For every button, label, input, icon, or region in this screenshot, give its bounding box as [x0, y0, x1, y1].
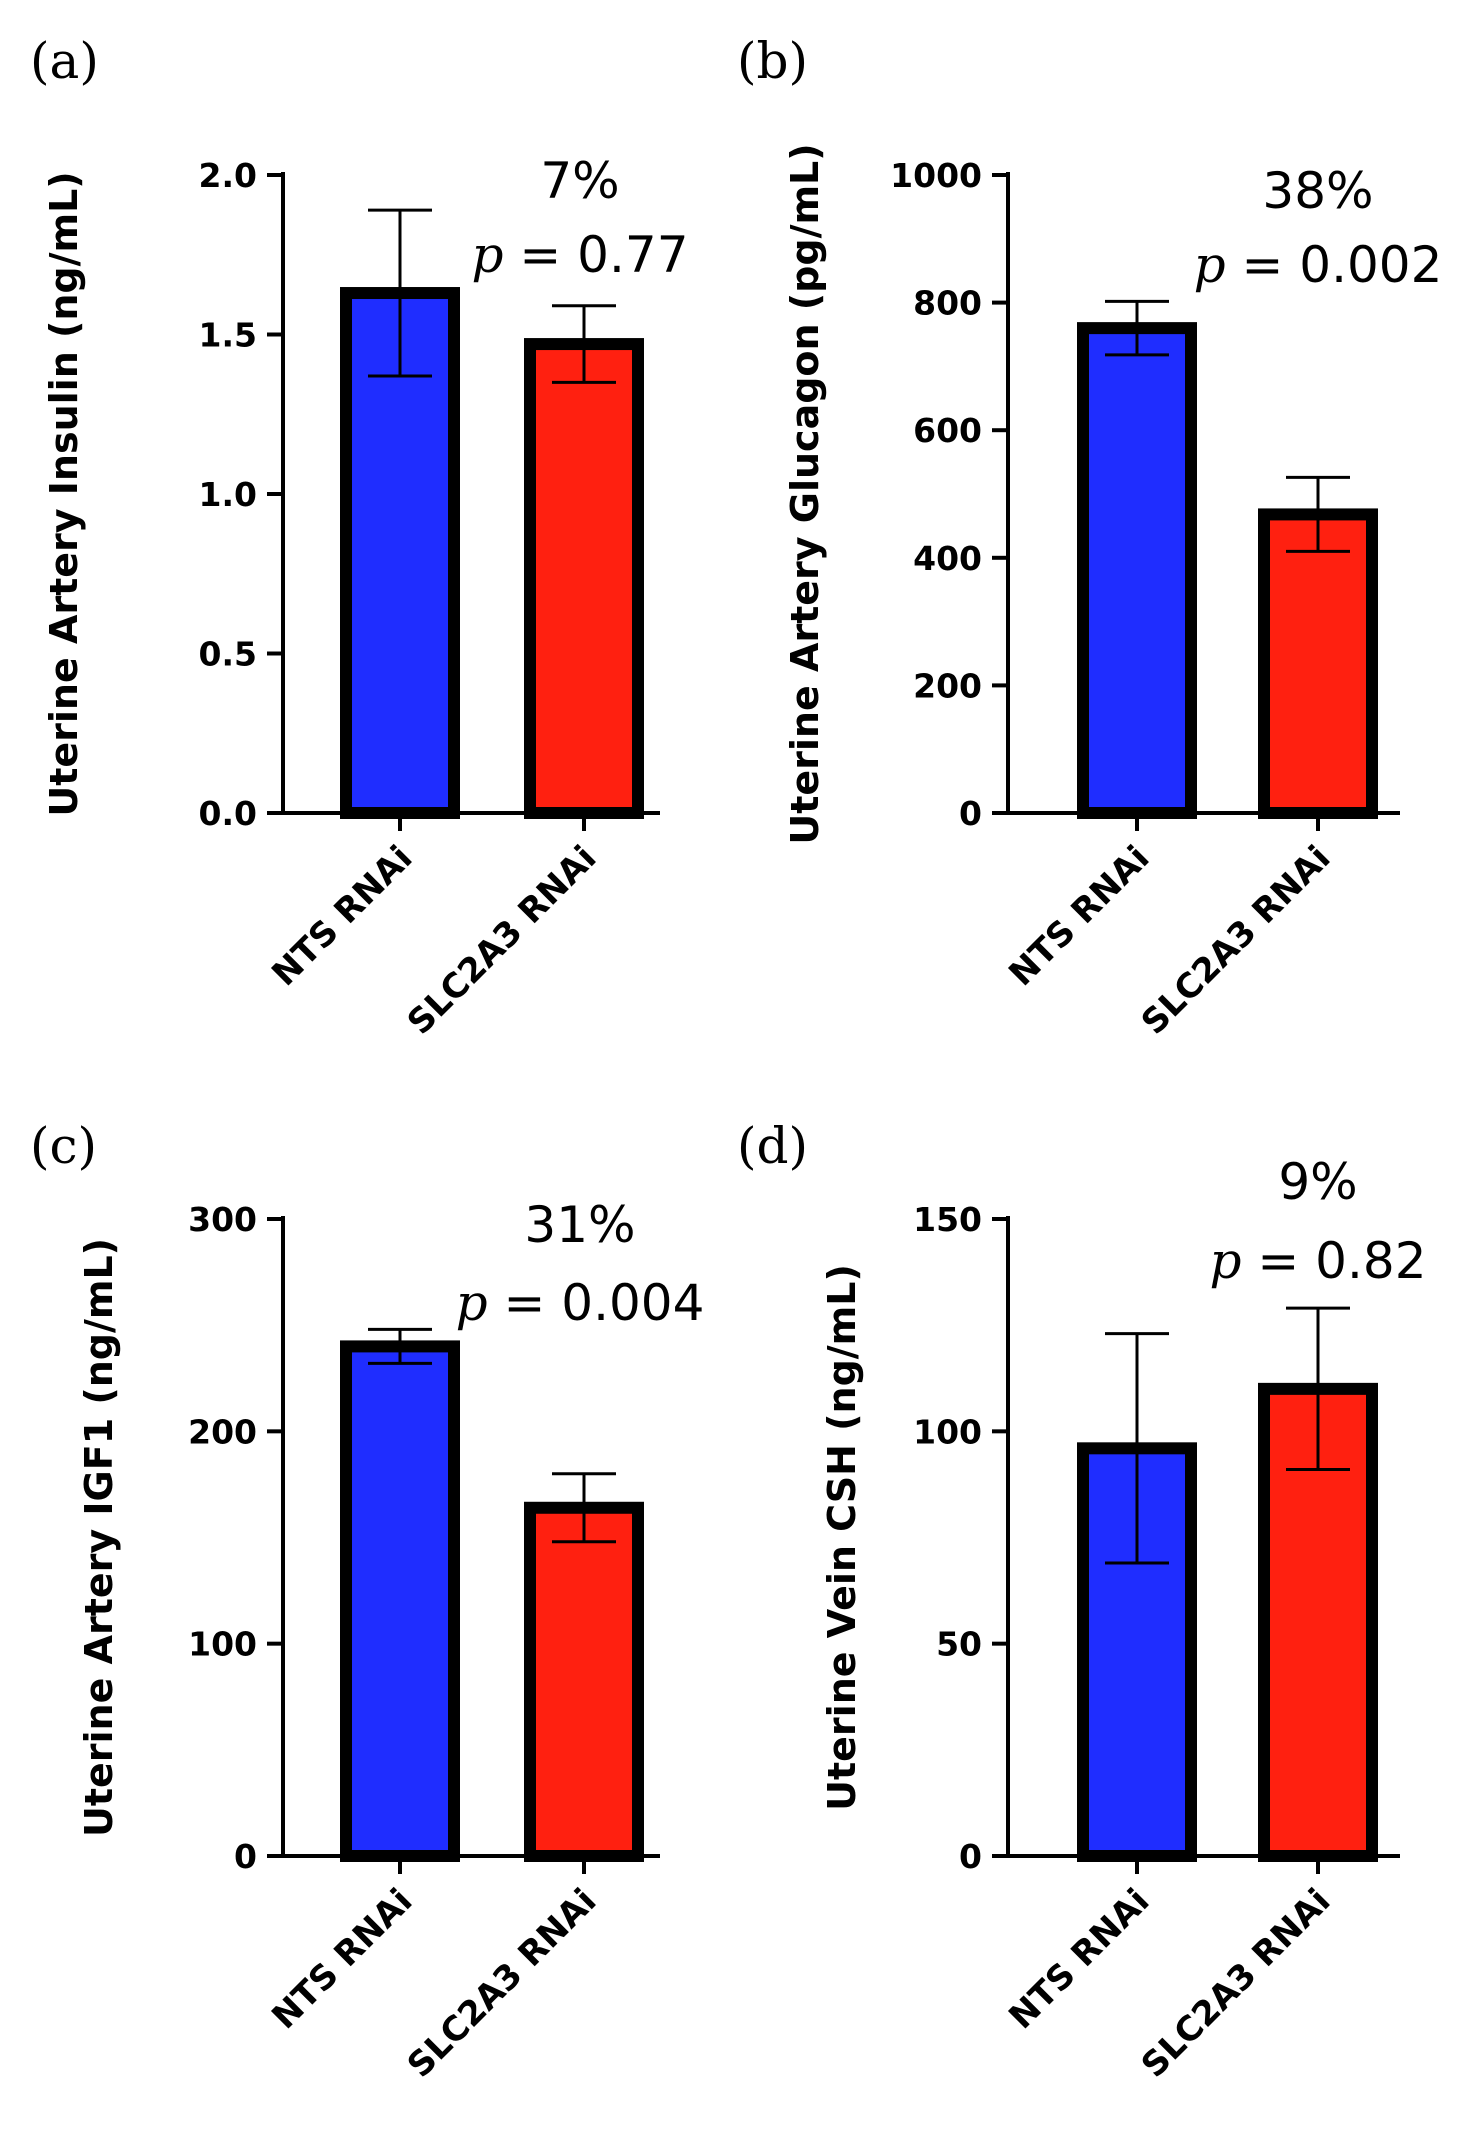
y-tick-label: 800	[913, 284, 982, 323]
y-tick-label: 400	[913, 539, 982, 578]
panel-a: (a) Uterine Artery Insulin (ng/mL) 0.0 0.5 1…	[30, 32, 689, 1043]
bar-nts-rnai	[1077, 322, 1197, 819]
y-axis-title: Uterine Artery Insulin (ng/mL)	[42, 171, 86, 816]
panel-label: (b)	[737, 32, 808, 90]
y-tick-label: 1.5	[199, 316, 257, 355]
p-value-label: p = 0.004	[456, 1274, 705, 1332]
y-tick-label: 600	[913, 411, 982, 450]
percent-change-label: 9%	[1278, 1153, 1357, 1211]
y-tick-label: 50	[936, 1625, 982, 1664]
y-axis-title: Uterine Artery Glucagon (pg/mL)	[783, 143, 827, 844]
bar-slc2a3-rnai	[524, 1501, 644, 1862]
y-tick-label: 0	[959, 794, 982, 833]
y-axis-title: Uterine Artery IGF1 (ng/mL)	[77, 1238, 121, 1837]
y-tick-label: 100	[188, 1625, 257, 1664]
percent-change-label: 7%	[540, 152, 619, 210]
percent-change-label: 38%	[1262, 162, 1373, 220]
y-tick-label: 2.0	[199, 156, 257, 195]
x-tick-label: NTS RNAi	[264, 1881, 420, 2037]
bar-slc2a3-rnai	[1258, 508, 1378, 820]
panel-c: (c) Uterine Artery IGF1 (ng/mL) 0 100 200 300…	[30, 1117, 704, 2086]
y-tick-label: 1000	[890, 156, 982, 195]
y-tick-label: 300	[188, 1200, 257, 1239]
y-tick-label: 0.5	[199, 635, 257, 674]
percent-change-label: 31%	[524, 1196, 635, 1254]
panel-label: (c)	[30, 1117, 97, 1175]
x-tick-label: NTS RNAi	[264, 838, 420, 994]
x-tick-label: SLC2A3 RNAi	[1134, 838, 1338, 1042]
y-tick-label: 0	[959, 1837, 982, 1876]
y-tick-label: 150	[913, 1200, 982, 1239]
y-tick-label: 200	[188, 1412, 257, 1451]
panel-b: (b) Uterine Artery Glucagon (pg/mL) 0 200 40…	[737, 32, 1442, 1043]
y-tick-label: 200	[913, 666, 982, 705]
p-value-label: p = 0.82	[1209, 1232, 1426, 1290]
y-tick-label: 1.0	[199, 475, 257, 514]
p-value-label: p = 0.002	[1194, 236, 1443, 294]
bar-slc2a3-rnai	[524, 338, 644, 819]
bar-nts-rnai	[340, 1340, 460, 1863]
panel-d: (d) Uterine Vein CSH (ng/mL) 0 50 100 150 NTS …	[737, 1117, 1427, 2086]
y-axis-title: Uterine Vein CSH (ng/mL)	[820, 1264, 864, 1811]
x-tick-label: NTS RNAi	[1001, 1881, 1157, 2037]
x-tick-label: SLC2A3 RNAi	[400, 838, 604, 1042]
x-tick-label: NTS RNAi	[1001, 838, 1157, 994]
panel-label: (d)	[737, 1117, 808, 1175]
x-tick-label: SLC2A3 RNAi	[1134, 1881, 1338, 2085]
y-tick-label: 0.0	[199, 794, 257, 833]
y-tick-label: 100	[913, 1412, 982, 1451]
p-value-label: p = 0.77	[471, 226, 688, 284]
y-tick-label: 0	[234, 1837, 257, 1876]
panel-label: (a)	[30, 32, 99, 90]
x-tick-label: SLC2A3 RNAi	[400, 1881, 604, 2085]
